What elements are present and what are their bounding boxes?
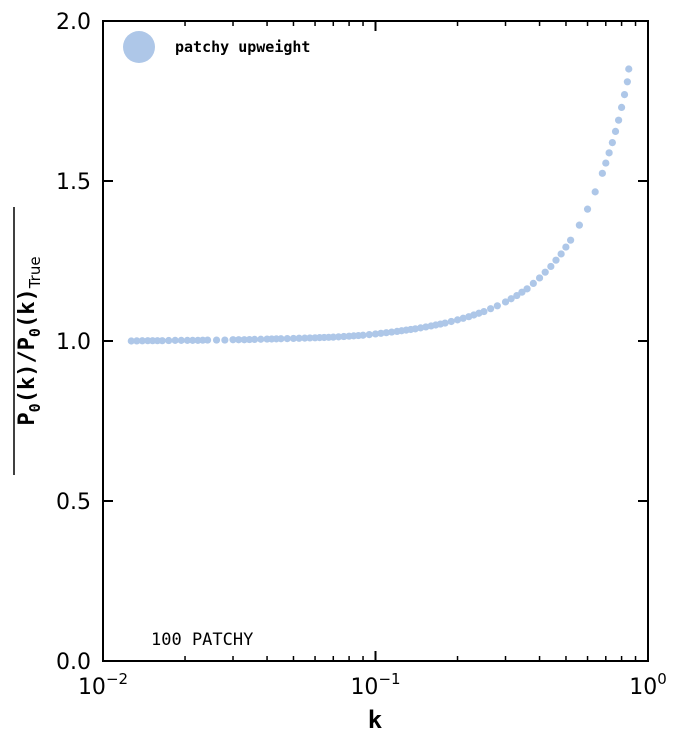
data-point [529, 279, 537, 287]
data-point [523, 285, 531, 293]
data-point [591, 188, 599, 196]
data-point [617, 103, 626, 111]
data-point [535, 274, 544, 282]
data-point [453, 316, 462, 324]
data-point [212, 336, 221, 344]
data-point [289, 334, 298, 343]
data-point [359, 331, 367, 339]
y-tick-label: 0.5 [56, 490, 91, 515]
data-point [203, 336, 212, 344]
y-axis: 0.0 0.5 1.0 1.5 2.0 [56, 10, 648, 675]
data-point [552, 256, 560, 264]
y-tick-label: 1.5 [56, 170, 91, 195]
data-point [365, 331, 373, 339]
svg-text:P0(k)/P0(k)True: P0(k)/P0(k)True [15, 256, 44, 425]
data-point [301, 334, 309, 342]
x-axis: 10−2 10−1 100 [78, 21, 667, 700]
data-point [371, 330, 380, 338]
data-point [257, 335, 265, 343]
data-points [127, 65, 633, 345]
data-point [623, 78, 631, 86]
y-tick-label: 1.0 [56, 330, 91, 355]
data-point [441, 319, 449, 327]
x-tick-label: 100 [629, 670, 667, 700]
data-point [602, 159, 610, 167]
data-point [221, 336, 229, 344]
data-point [334, 333, 343, 341]
data-point [605, 149, 613, 157]
data-point [158, 337, 166, 345]
data-point [625, 65, 633, 73]
data-point [329, 333, 337, 341]
data-point [183, 336, 191, 344]
x-tick-label: 10−2 [78, 670, 128, 700]
annotation-label: 100 PATCHY [151, 630, 253, 650]
legend-marker [123, 31, 155, 63]
data-point [608, 139, 616, 147]
data-point [133, 337, 141, 345]
data-point [250, 335, 259, 343]
data-point [382, 329, 390, 337]
data-point [541, 268, 549, 276]
data-point [295, 334, 303, 342]
data-point [127, 337, 135, 345]
data-point [459, 314, 467, 322]
data-point [177, 336, 185, 344]
x-tick-label: 10−1 [350, 670, 400, 700]
data-point [513, 291, 521, 300]
data-point [614, 116, 623, 124]
data-point [388, 328, 396, 336]
data-point [447, 317, 455, 326]
data-point [240, 336, 248, 344]
data-point [235, 336, 243, 344]
data-point [575, 221, 583, 229]
data-point [547, 262, 555, 271]
data-point [283, 335, 291, 343]
data-point [138, 337, 146, 345]
data-point [583, 205, 592, 213]
data-point [377, 329, 385, 337]
y-axis-label: P0(k)/P0(k)True [13, 207, 44, 475]
y-tick-label: 0.0 [56, 650, 91, 675]
legend-label: patchy upweight [175, 38, 310, 56]
data-point [340, 332, 348, 341]
data-point [507, 295, 515, 303]
data-point [165, 336, 173, 345]
data-point [557, 250, 565, 258]
data-point [245, 335, 254, 344]
data-point [306, 334, 314, 342]
data-point [598, 169, 606, 177]
x-axis-label: k [368, 706, 383, 734]
data-point [487, 305, 495, 313]
data-point [189, 336, 197, 344]
data-point [620, 91, 629, 99]
y-tick-label: 2.0 [56, 10, 91, 35]
data-point [480, 307, 488, 316]
data-point [171, 336, 179, 344]
legend: patchy upweight [123, 31, 310, 63]
data-point [501, 298, 510, 306]
data-point [277, 335, 285, 343]
data-point [567, 236, 575, 244]
data-point [229, 336, 237, 344]
data-point [562, 243, 570, 251]
data-point [518, 288, 526, 296]
data-point [611, 127, 620, 135]
data-point [493, 302, 501, 310]
